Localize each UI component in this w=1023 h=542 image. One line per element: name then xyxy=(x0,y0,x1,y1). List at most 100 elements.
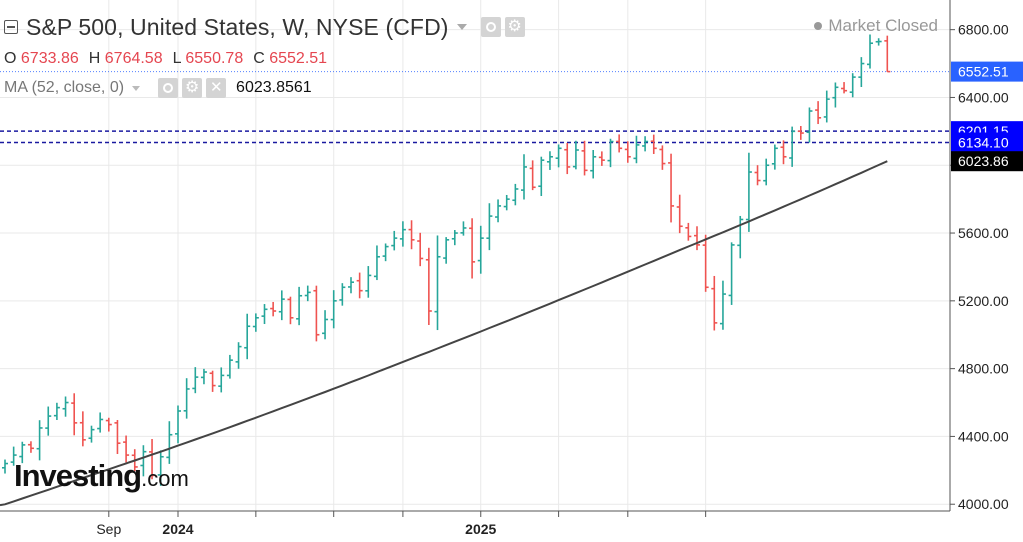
ohlc-bar xyxy=(270,301,277,317)
visibility-icon[interactable] xyxy=(480,17,501,37)
ohlc-bar xyxy=(425,247,432,325)
ohlc-bar xyxy=(226,354,233,379)
y-tick-label: 5200.00 xyxy=(958,293,1009,309)
last-price-tag-label: 6552.51 xyxy=(958,64,1009,80)
close-icon[interactable] xyxy=(206,78,227,98)
gear-icon[interactable] xyxy=(182,77,203,98)
ohlc-bar xyxy=(711,275,718,331)
ohlc-bar xyxy=(503,194,510,211)
ohlc-bar xyxy=(668,153,675,223)
ohlc-bar xyxy=(313,285,320,342)
ohlc-bar xyxy=(512,183,519,206)
level-price-tag-label: 6134.10 xyxy=(958,135,1009,151)
x-tick-label: Sep xyxy=(96,521,121,537)
title-row: S&P 500, United States, W, NYSE (CFD) xyxy=(4,12,525,42)
y-tick-label: 4800.00 xyxy=(958,361,1009,377)
ohlc-open-value: 6733.86 xyxy=(20,50,79,67)
ohlc-bar xyxy=(356,272,363,299)
ohlc-bar xyxy=(140,445,147,477)
status-dot-icon xyxy=(814,22,823,30)
ohlc-bar xyxy=(322,310,329,340)
ohlc-bar xyxy=(53,402,60,420)
chevron-down-icon[interactable] xyxy=(132,85,141,91)
investing-logo: Investing.com xyxy=(14,458,189,494)
ohlc-bar xyxy=(607,138,614,168)
ohlc-bar xyxy=(365,266,372,298)
ohlc-bar xyxy=(486,203,493,251)
x-tick-label: 2024 xyxy=(162,521,193,537)
ohlc-bar xyxy=(287,296,294,325)
ohlc-low-value: 6550.78 xyxy=(185,50,244,67)
ohlc-bar xyxy=(114,420,121,454)
ohlc-close-value: 6552.51 xyxy=(269,50,328,67)
market-status-label: Market Closed xyxy=(828,16,938,35)
ohlc-bar xyxy=(538,156,545,197)
y-tick-label: 4400.00 xyxy=(958,428,1009,444)
ohlc-bar xyxy=(218,367,225,393)
ohlc-bar xyxy=(789,126,796,167)
ohlc-bar xyxy=(867,34,873,69)
last-price-tag-bg xyxy=(951,61,1023,82)
ohlc-bar xyxy=(391,230,398,251)
ohlc-bar xyxy=(97,412,104,433)
ohlc-bar xyxy=(694,226,700,251)
ohlc-bar xyxy=(123,435,130,463)
ma-price-tag-bg xyxy=(951,151,1023,172)
visibility-icon[interactable] xyxy=(158,78,179,98)
chart-title: S&P 500, United States, W, NYSE (CFD) xyxy=(26,13,449,40)
ohlc-bar xyxy=(408,220,415,250)
ohlc-bar xyxy=(780,140,787,165)
ohlc-bar xyxy=(841,82,848,94)
chart-grid xyxy=(0,0,950,511)
ohlc-bar xyxy=(590,149,597,179)
ohlc-bar xyxy=(417,232,424,267)
ohlc-bar xyxy=(719,280,726,330)
ohlc-bar xyxy=(244,313,251,360)
ohlc-bar xyxy=(278,290,285,321)
ohlc-bar xyxy=(858,57,865,88)
ohlc-bar xyxy=(252,313,259,332)
indicator-legend: MA (52, close, 0) 6023.8561 xyxy=(4,77,312,98)
indicator-value: 6023.8561 xyxy=(236,79,312,96)
ohlc-bar xyxy=(434,235,441,331)
ohlc-bar xyxy=(884,35,891,73)
y-tick-label: 5600.00 xyxy=(958,225,1009,241)
logo-suffix: .com xyxy=(141,466,189,491)
ohlc-bar xyxy=(823,90,830,123)
y-tick-label: 4000.00 xyxy=(958,496,1009,512)
price-axis[interactable]: 6800.006400.006000.005600.005200.004800.… xyxy=(950,22,1009,513)
ohlc-bar xyxy=(330,290,337,329)
time-axis[interactable]: Sep 2024 2025 xyxy=(96,511,707,537)
gear-icon[interactable] xyxy=(504,16,525,37)
ohlc-bar xyxy=(849,73,856,98)
ohlc-bar xyxy=(27,441,34,453)
ohlc-bar xyxy=(737,215,744,259)
collapse-icon[interactable] xyxy=(4,20,18,34)
ohlc-bar xyxy=(443,237,450,264)
x-tick-label: 2025 xyxy=(465,521,496,537)
ohlc-bar xyxy=(754,165,761,186)
ohlc-bar xyxy=(598,151,605,166)
moving-average-line xyxy=(0,160,888,507)
y-tick-label: 6400.00 xyxy=(958,89,1009,105)
ohlc-bar xyxy=(200,368,207,385)
ohlc-bar xyxy=(642,136,649,152)
ohlc-bar xyxy=(676,194,683,234)
chevron-down-icon[interactable] xyxy=(456,24,467,30)
ohlc-bar xyxy=(564,142,571,175)
ohlc-bar xyxy=(45,406,52,436)
indicator-label[interactable]: MA (52, close, 0) xyxy=(4,79,125,96)
ohlc-close: C 6552.51 xyxy=(253,50,327,68)
ohlc-bar xyxy=(572,140,579,170)
ohlc-bar xyxy=(10,446,17,466)
ohlc-bar xyxy=(157,450,164,486)
ohlc-open: O 6733.86 xyxy=(4,50,79,68)
ohlc-bar xyxy=(348,277,354,294)
ohlc-bar xyxy=(451,230,458,246)
ohlc-bar xyxy=(399,221,406,247)
ohlc-bar xyxy=(469,218,476,279)
ohlc-bar xyxy=(105,417,112,432)
ma-price-tag: 6023.86 xyxy=(951,151,1023,172)
ohlc-bar xyxy=(832,82,839,108)
